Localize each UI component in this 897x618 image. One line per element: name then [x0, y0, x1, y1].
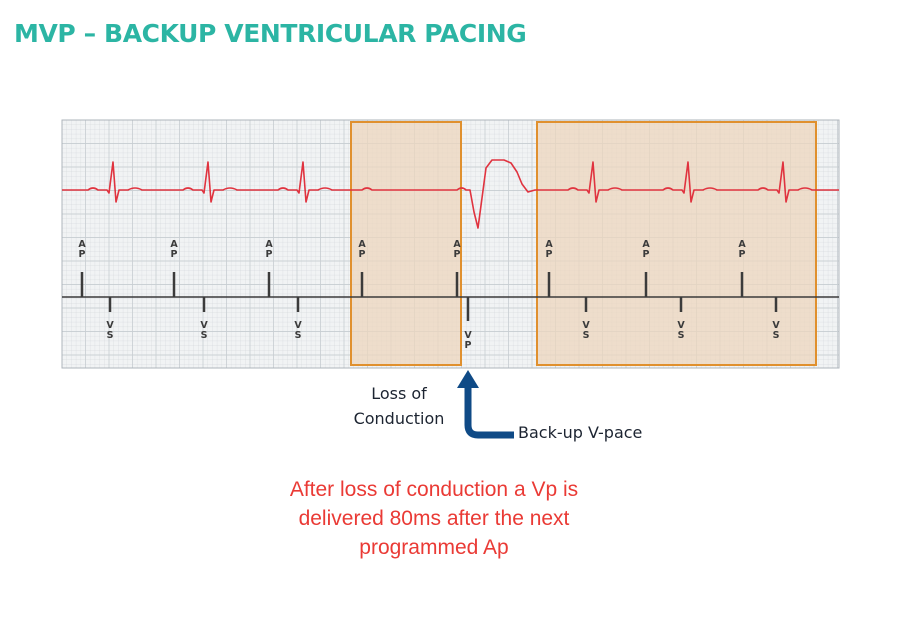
vs-marker-label-letter: S — [295, 330, 302, 341]
ap-marker-label-letter: A — [453, 239, 461, 250]
vs-marker-label-letter: V — [106, 320, 114, 331]
slide-title: MVP – BACKUP VENTRICULAR PACING — [14, 19, 527, 48]
note-line2: delivered 80ms after the next — [298, 507, 570, 530]
ap-marker-label-letter: P — [546, 249, 553, 260]
vp-marker-label-letter: V — [464, 330, 472, 341]
ap-marker-label-letter: A — [358, 239, 366, 250]
ap-marker-label-letter: A — [78, 239, 86, 250]
loss-label-line2: Conduction — [353, 409, 445, 428]
ecg-frame — [61, 119, 840, 369]
ap-marker-label-letter: A — [738, 239, 746, 250]
ap-marker-label-letter: P — [739, 249, 746, 260]
vs-marker-label-letter: S — [583, 330, 590, 341]
vp-marker-label-letter: P — [465, 340, 472, 351]
ap-marker-label-letter: P — [266, 249, 273, 260]
ap-marker-label-letter: P — [359, 249, 366, 260]
vs-marker-label-letter: S — [773, 330, 780, 341]
vs-marker-label-letter: S — [201, 330, 208, 341]
vs-marker-label-letter: V — [294, 320, 302, 331]
loss-of-conduction-label: Loss of Conduction — [346, 381, 452, 431]
ap-marker-label-letter: P — [643, 249, 650, 260]
note-line3: programmed Ap — [359, 536, 509, 559]
explanation-note: After loss of conduction a Vp is deliver… — [244, 475, 624, 562]
ap-marker-label-letter: P — [171, 249, 178, 260]
ap-marker-label-letter: P — [454, 249, 461, 260]
ecg-trace — [62, 159, 839, 229]
up-arrow-icon — [457, 370, 479, 388]
ap-marker-label-letter: P — [79, 249, 86, 260]
vs-marker-label-letter: S — [678, 330, 685, 341]
loss-label-line1: Loss of — [371, 384, 427, 403]
ap-marker-label-letter: A — [170, 239, 178, 250]
vs-marker-label-letter: V — [200, 320, 208, 331]
ap-marker-label-letter: A — [265, 239, 273, 250]
vs-marker-label-letter: V — [582, 320, 590, 331]
arrow-shaft — [464, 386, 514, 439]
note-line1: After loss of conduction a Vp is — [289, 478, 579, 501]
vs-marker-label-letter: V — [677, 320, 685, 331]
vs-marker-label-letter: S — [107, 330, 114, 341]
backup-v-pace-label: Back-up V-pace — [518, 423, 643, 442]
recovery-box — [536, 121, 817, 366]
vs-marker-label-letter: V — [772, 320, 780, 331]
loss-of-conduction-box — [350, 121, 462, 366]
ap-marker-label-letter: A — [642, 239, 650, 250]
ap-marker-label-letter: A — [545, 239, 553, 250]
